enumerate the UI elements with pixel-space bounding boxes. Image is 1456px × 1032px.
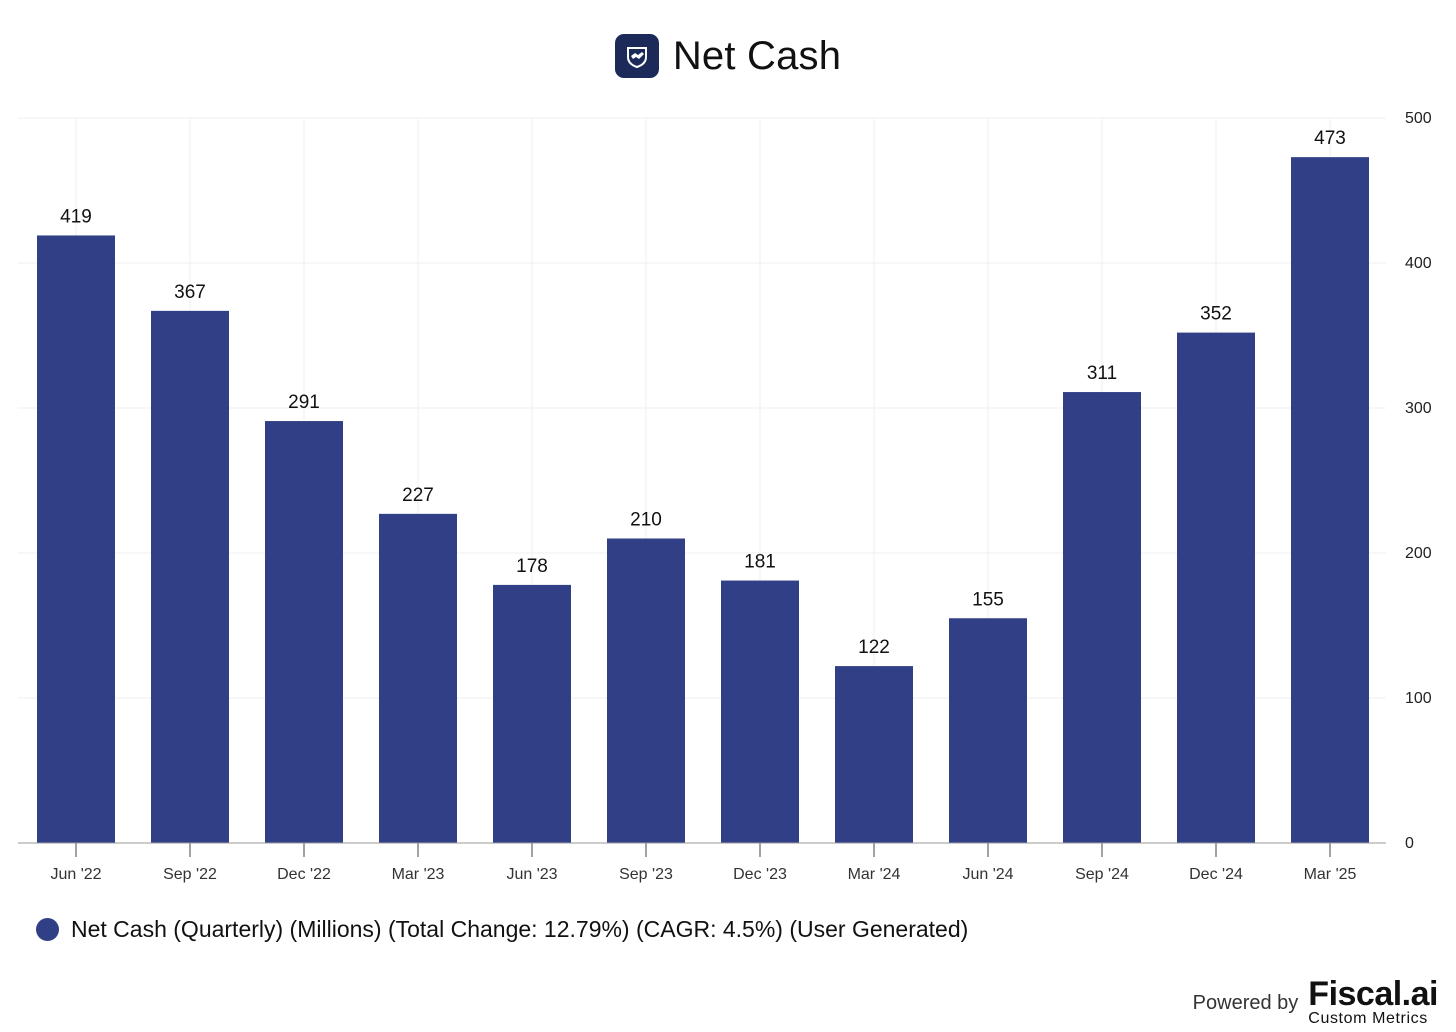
- legend-label: Net Cash (Quarterly) (Millions) (Total C…: [71, 916, 969, 942]
- data-label: 181: [744, 552, 776, 573]
- legend-marker: [36, 918, 59, 941]
- bar: [379, 513, 457, 843]
- x-tick-label: Jun '22: [50, 866, 101, 883]
- handshake-shield-icon: [614, 34, 659, 78]
- bar: [835, 666, 913, 843]
- y-tick-label: 300: [1405, 400, 1432, 417]
- y-tick-label: 200: [1405, 545, 1432, 562]
- data-label: 311: [1087, 363, 1117, 384]
- x-tick-label: Mar '23: [392, 866, 445, 883]
- chart-title: Net Cash: [672, 33, 842, 78]
- x-tick-label: Dec '24: [1189, 866, 1243, 883]
- bar: [37, 235, 115, 843]
- x-tick-label: Mar '25: [1304, 866, 1357, 883]
- chart-header: Net Cash: [0, 30, 1456, 82]
- bar: [1063, 392, 1141, 843]
- legend[interactable]: Net Cash (Quarterly) (Millions) (Total C…: [36, 916, 968, 943]
- data-label: 291: [288, 392, 320, 413]
- data-label: 227: [402, 485, 434, 506]
- bar-chart: 0 100 200 300 400 500 419 Jun '22 367 Sep '22 291 D…: [18, 110, 1432, 883]
- y-tick-label: 100: [1405, 690, 1432, 707]
- x-tick-label: Sep '23: [619, 866, 673, 883]
- data-label: 155: [972, 589, 1004, 610]
- bar: [949, 618, 1027, 843]
- brand-subtitle: Custom Metrics: [1308, 1010, 1428, 1027]
- brand-name: Fiscal.ai: [1308, 975, 1438, 1013]
- bar: [265, 421, 343, 843]
- data-label: 419: [60, 206, 92, 227]
- bar: [1291, 157, 1369, 843]
- x-tick-label: Sep '24: [1075, 866, 1129, 883]
- y-tick-label: 500: [1405, 110, 1432, 127]
- data-label: 367: [174, 282, 206, 303]
- data-label: 178: [516, 556, 548, 577]
- bar: [607, 538, 685, 843]
- powered-by-label: Powered by: [1192, 992, 1299, 1014]
- data-label: 210: [630, 510, 662, 531]
- data-label: 122: [858, 637, 890, 658]
- x-tick-label: Dec '23: [733, 866, 787, 883]
- y-tick-label: 0: [1405, 835, 1414, 852]
- x-tick-label: Jun '23: [506, 866, 557, 883]
- data-label: 352: [1200, 304, 1232, 325]
- x-tick-label: Sep '22: [163, 866, 217, 883]
- brand-logo[interactable]: Fiscal.ai Custom Metrics: [1308, 975, 1438, 1028]
- x-tick-label: Jun '24: [962, 866, 1013, 883]
- x-tick-label: Dec '22: [277, 866, 331, 883]
- bar: [1177, 332, 1255, 843]
- x-tick-label: Mar '24: [848, 866, 901, 883]
- bar: [151, 310, 229, 844]
- bar: [493, 584, 571, 843]
- data-label: 473: [1314, 128, 1346, 149]
- bar: [721, 580, 799, 843]
- footer-attribution: Powered by Fiscal.ai Custom Metrics: [1192, 975, 1439, 1028]
- y-tick-label: 400: [1405, 255, 1432, 272]
